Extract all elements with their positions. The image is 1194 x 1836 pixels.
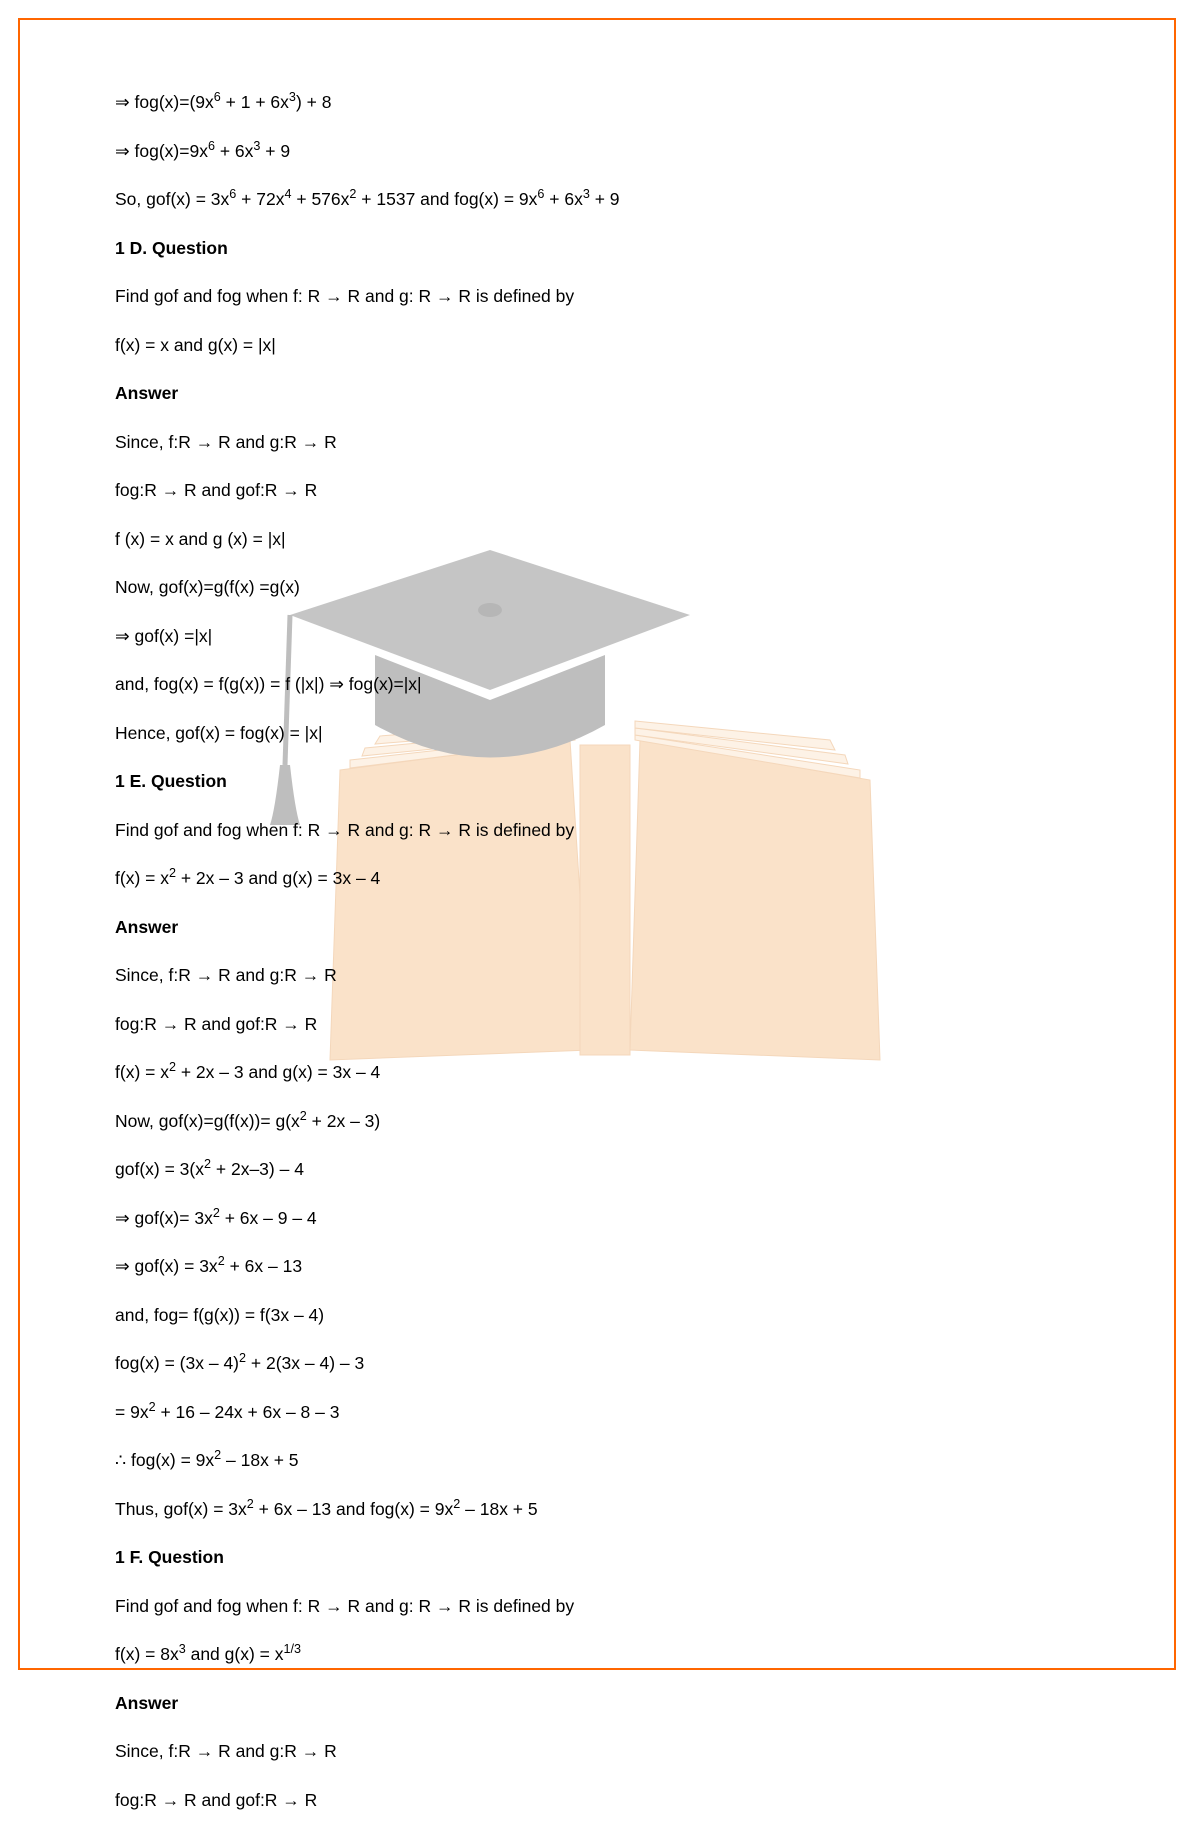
body-line: and, fog(x) = f(g(x)) = f (|x|) ⇒ fog(x)… — [115, 672, 1079, 697]
body-line: fog:R → R and gof:R → R — [115, 478, 1079, 503]
document-content: ⇒ fog(x)=(9x6 + 1 + 6x3) + 8 ⇒ fog(x)=9x6… — [115, 90, 1079, 1836]
body-line: gof(x) = 3(x2 + 2x–3) – 4 — [115, 1157, 1079, 1182]
body-line: ⇒ gof(x) = 3x2 + 6x – 13 — [115, 1254, 1079, 1279]
body-line: Now, gof(x)=g(f(x) =g(x) — [115, 575, 1079, 600]
body-line: fog(x) = (3x – 4)2 + 2(3x – 4) – 3 — [115, 1351, 1079, 1376]
section-heading: 1 F. Question — [115, 1545, 1079, 1570]
body-line: = 9x2 + 16 – 24x + 6x – 8 – 3 — [115, 1400, 1079, 1425]
body-line: ⇒ fog(x)=9x6 + 6x3 + 9 — [115, 139, 1079, 164]
body-line: ⇒ gof(x) =|x| — [115, 624, 1079, 649]
body-line: f(x) = x2 + 2x – 3 and g(x) = 3x – 4 — [115, 866, 1079, 891]
section-heading: Answer — [115, 915, 1079, 940]
body-line: f(x) = 8x3 and g(x) = x1/3 — [115, 1642, 1079, 1667]
body-line: So, gof(x) = 3x6 + 72x4 + 576x2 + 1537 a… — [115, 187, 1079, 212]
body-line: Find gof and fog when f: R → R and g: R … — [115, 1594, 1079, 1619]
body-line: Since, f:R → R and g:R → R — [115, 963, 1079, 988]
section-heading: Answer — [115, 1691, 1079, 1716]
body-line: fog:R → R and gof:R → R — [115, 1012, 1079, 1037]
body-line: Hence, gof(x) = fog(x) = |x| — [115, 721, 1079, 746]
body-line: f(x) = x2 + 2x – 3 and g(x) = 3x – 4 — [115, 1060, 1079, 1085]
body-line: ⇒ fog(x)=(9x6 + 1 + 6x3) + 8 — [115, 90, 1079, 115]
body-line: Since, f:R → R and g:R → R — [115, 1739, 1079, 1764]
body-line: f(x) = x and g(x) = |x| — [115, 333, 1079, 358]
body-line: ∴ fog(x) = 9x2 – 18x + 5 — [115, 1448, 1079, 1473]
body-line: Now, gof(x)=g(f(x))= g(x2 + 2x – 3) — [115, 1109, 1079, 1134]
body-line: ⇒ gof(x)= 3x2 + 6x – 9 – 4 — [115, 1206, 1079, 1231]
page-border: ⇒ fog(x)=(9x6 + 1 + 6x3) + 8 ⇒ fog(x)=9x6… — [18, 18, 1176, 1670]
body-line: Find gof and fog when f: R → R and g: R … — [115, 818, 1079, 843]
body-line: and, fog= f(g(x)) = f(3x – 4) — [115, 1303, 1079, 1328]
section-heading: 1 E. Question — [115, 769, 1079, 794]
section-heading: 1 D. Question — [115, 236, 1079, 261]
body-line: Find gof and fog when f: R → R and g: R … — [115, 284, 1079, 309]
body-line: fog:R → R and gof:R → R — [115, 1788, 1079, 1813]
body-line: Thus, gof(x) = 3x2 + 6x – 13 and fog(x) … — [115, 1497, 1079, 1522]
section-heading: Answer — [115, 381, 1079, 406]
body-line: Since, f:R → R and g:R → R — [115, 430, 1079, 455]
body-line: f (x) = x and g (x) = |x| — [115, 527, 1079, 552]
